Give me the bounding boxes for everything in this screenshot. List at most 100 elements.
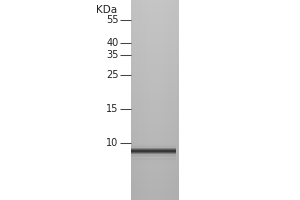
Bar [130, 198, 178, 200]
Bar [130, 38, 178, 40]
Bar [131, 0, 132, 200]
Bar [130, 168, 178, 170]
Bar [130, 32, 178, 33]
Bar [130, 90, 178, 92]
Bar [174, 0, 175, 200]
Bar [130, 180, 178, 182]
Bar [130, 188, 178, 190]
Bar [130, 173, 178, 175]
Bar [138, 0, 140, 200]
Bar [130, 95, 178, 97]
Bar [165, 0, 166, 200]
Bar [130, 143, 178, 145]
Bar [130, 15, 178, 17]
Bar [130, 142, 178, 143]
Bar [130, 178, 178, 180]
Bar [130, 75, 178, 77]
Bar [130, 17, 178, 18]
Bar [130, 52, 178, 53]
Bar [130, 2, 178, 3]
Bar [130, 47, 178, 48]
Bar [130, 122, 178, 123]
Bar [130, 45, 178, 47]
Bar [177, 0, 178, 200]
Bar [142, 0, 143, 200]
Text: 15: 15 [106, 104, 118, 114]
Bar [130, 195, 178, 197]
Bar [130, 78, 178, 80]
Bar [130, 23, 178, 25]
Bar [149, 0, 150, 200]
Bar [155, 0, 156, 200]
Bar [152, 0, 153, 200]
Bar [130, 20, 178, 22]
Bar [130, 13, 178, 15]
Bar [130, 140, 178, 142]
Bar [130, 155, 176, 156]
Bar [130, 65, 178, 67]
Bar [130, 93, 178, 95]
Bar [130, 113, 178, 115]
Bar [156, 0, 158, 200]
Bar [130, 167, 178, 168]
Bar [130, 135, 178, 137]
Bar [130, 155, 178, 157]
Bar [130, 146, 176, 147]
Bar [130, 7, 178, 8]
Bar [130, 92, 178, 93]
Bar [169, 0, 171, 200]
Bar [130, 3, 178, 5]
Bar [130, 161, 176, 162]
Bar [148, 0, 149, 200]
Text: 55: 55 [106, 15, 118, 25]
Bar [130, 100, 178, 102]
Bar [158, 0, 159, 200]
Bar [130, 88, 178, 90]
Bar [130, 0, 178, 2]
Bar [130, 117, 178, 118]
Bar [130, 160, 178, 162]
Bar [130, 123, 178, 125]
Bar [144, 0, 145, 200]
Text: KDa: KDa [96, 5, 118, 15]
Bar [130, 62, 178, 63]
Bar [130, 80, 178, 82]
Bar [130, 197, 178, 198]
Bar [130, 30, 178, 32]
Bar [130, 133, 178, 135]
Bar [130, 146, 176, 147]
Bar [146, 0, 147, 200]
Bar [167, 0, 168, 200]
Bar [147, 0, 148, 200]
Bar [130, 40, 178, 42]
Bar [130, 190, 178, 192]
Bar [130, 12, 178, 13]
Bar [161, 0, 162, 200]
Bar [130, 105, 178, 107]
Bar [162, 0, 164, 200]
Bar [130, 193, 178, 195]
Bar [130, 10, 178, 12]
Bar [130, 115, 178, 117]
Bar [130, 152, 178, 153]
Text: 25: 25 [106, 70, 118, 80]
Bar [130, 108, 178, 110]
Bar [130, 8, 178, 10]
Bar [130, 144, 176, 145]
Bar [130, 110, 178, 112]
Bar [130, 55, 178, 57]
Bar [130, 87, 178, 88]
Bar [130, 112, 178, 113]
Bar [130, 77, 178, 78]
Bar [130, 68, 178, 70]
Bar [130, 147, 176, 148]
Bar [130, 170, 178, 172]
Bar [130, 150, 178, 152]
Bar [137, 0, 138, 200]
Bar [130, 5, 178, 7]
Bar [130, 85, 178, 87]
Bar [130, 187, 178, 188]
Bar [130, 138, 178, 140]
Bar [130, 37, 178, 38]
Bar [130, 98, 178, 100]
